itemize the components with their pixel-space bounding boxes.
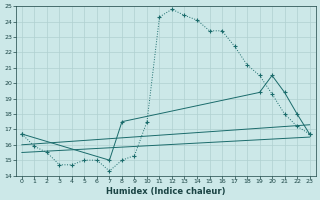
X-axis label: Humidex (Indice chaleur): Humidex (Indice chaleur) bbox=[106, 187, 226, 196]
